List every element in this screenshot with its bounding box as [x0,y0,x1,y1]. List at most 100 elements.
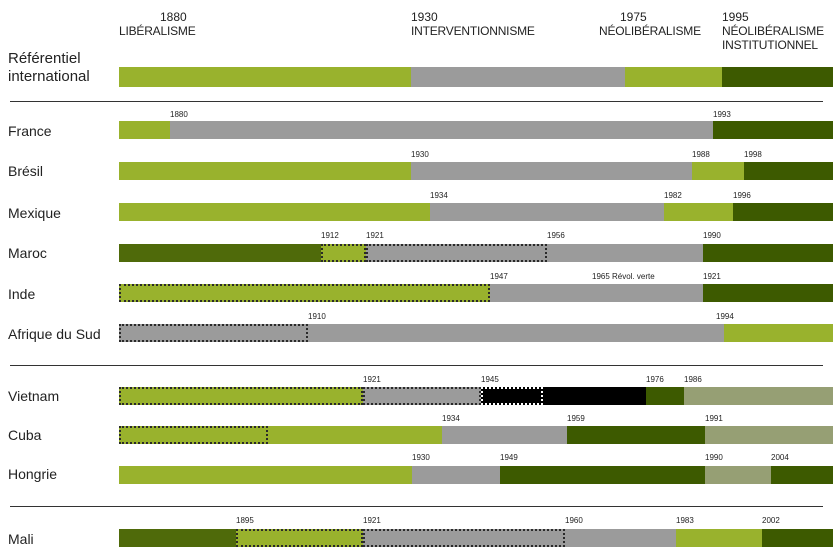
maroc-bar-precolonial [119,244,321,262]
reference-label-line1: Référentiel [8,50,81,67]
year-label: 1921 [366,231,384,240]
hongrie-bar-socialist [500,466,705,484]
year-label: 1895 [236,516,254,525]
vietnam-bar-war [543,387,646,405]
maroc-bar-neoinst [703,244,833,262]
year-label: 1990 [705,453,723,462]
era-interventionnisme: 1930 INTERVENTIONNISME [411,10,535,38]
country-label-mexique: Mexique [8,205,61,221]
era-neoliberalisme: 1975 NÉOLIBÉRALISME [599,10,701,38]
mexique-bar-neoinst [733,203,833,221]
hongrie-bar-interv [412,466,500,484]
inde-bar-neoinst [703,284,833,302]
hongrie-bar-neoinst [771,466,833,484]
era-name: INTERVENTIONNISME [411,24,535,38]
mali-bar-neolib [676,529,762,547]
year-label: 2002 [762,516,780,525]
year-label: 1921 [363,375,381,384]
era-name: NÉOLIBÉRALISME [599,24,701,38]
country-label-bresil: Brésil [8,163,44,179]
ref-bar-interventionnisme [411,67,625,87]
reference-label-line2: international [8,68,90,85]
year-label: 1982 [664,191,682,200]
year-label: 1930 [412,453,430,462]
year-label: 1921 [703,272,721,281]
country-label-vietnam: Vietnam [8,388,60,404]
mali-bar-neoinst [762,529,833,547]
year-label: 1947 [490,272,508,281]
era-year: 1995 [722,10,749,24]
mexique-bar-interv [430,203,664,221]
year-label: 1996 [733,191,751,200]
mexique-bar-neolib [664,203,733,221]
country-label-france: France [8,123,52,139]
era-name: NÉOLIBÉRALISME [722,24,824,38]
year-label: 1959 [567,414,585,423]
year-label: 1998 [744,150,762,159]
vietnam-bar-doimoi [684,387,833,405]
maroc-bar-protectorat-liberal [321,244,366,262]
year-label: 1956 [547,231,565,240]
bresil-bar-neolib [692,162,744,180]
era-liberalisme: 1880 LIBÉRALISME [119,10,196,38]
france-bar-interv [170,121,713,139]
vietnam-bar-war-dotted [481,387,543,405]
mali-bar-colonial-interv [363,529,565,547]
maroc-bar-protectorat-interv [366,244,547,262]
france-bar-neoinst [713,121,833,139]
maroc-bar-interv [547,244,703,262]
year-label: 2004 [771,453,789,462]
era-name: LIBÉRALISME [119,24,196,38]
bresil-bar-liberal [119,162,411,180]
year-label: 1880 [170,110,188,119]
mali-bar-precolonial [119,529,236,547]
cuba-bar-liberal [268,426,442,444]
era-year: 1975 [620,10,647,24]
cuba-bar-special-period [705,426,833,444]
mali-bar-interv [565,529,676,547]
year-label: 1965 Révol. verte [592,272,655,281]
country-label-mali: Mali [8,531,34,547]
separator [10,365,823,366]
year-label: 1991 [705,414,723,423]
hongrie-bar-transition [705,466,771,484]
ref-bar-liberalisme [119,67,411,87]
separator [10,506,823,507]
afrique-du-sud-bar-interv [308,324,724,342]
year-label: 1930 [411,150,429,159]
year-label: 1976 [646,375,664,384]
cuba-bar-socialist [567,426,705,444]
era-year: 1930 [411,10,438,24]
era-name-line2: INSTITUTIONNEL [722,38,818,52]
year-label: 1949 [500,453,518,462]
bresil-bar-interv [411,162,692,180]
cuba-bar-interv [442,426,567,444]
year-label: 1921 [363,516,381,525]
vietnam-bar-colonial-interv [363,387,481,405]
inde-bar-interv [490,284,703,302]
ref-bar-neoliberalisme-institutionnel [722,67,833,87]
era-neoliberalisme-institutionnel: 1995 NÉOLIBÉRALISME INSTITUTIONNEL [722,10,824,52]
year-label: 1986 [684,375,702,384]
hongrie-bar-liberal [119,466,412,484]
france-bar-liberal [119,121,170,139]
year-label: 1960 [565,516,583,525]
country-label-inde: Inde [8,286,36,302]
year-label: 1910 [308,312,326,321]
vietnam-bar-colonial-liberal [119,387,363,405]
country-label-afrique-du-sud: Afrique du Sud [8,326,101,342]
country-label-cuba: Cuba [8,427,42,443]
afrique-du-sud-bar-colonial [119,324,308,342]
inde-bar-colonial-liberal [119,284,490,302]
afrique-du-sud-bar-neolib [724,324,833,342]
ref-bar-neoliberalisme [625,67,722,87]
year-label: 1994 [716,312,734,321]
vietnam-bar-socialist [646,387,684,405]
country-label-maroc: Maroc [8,245,47,261]
year-label: 1912 [321,231,339,240]
year-label: 1934 [442,414,460,423]
year-label: 1993 [713,110,731,119]
cuba-bar-colonial-liberal [119,426,268,444]
year-label: 1988 [692,150,710,159]
